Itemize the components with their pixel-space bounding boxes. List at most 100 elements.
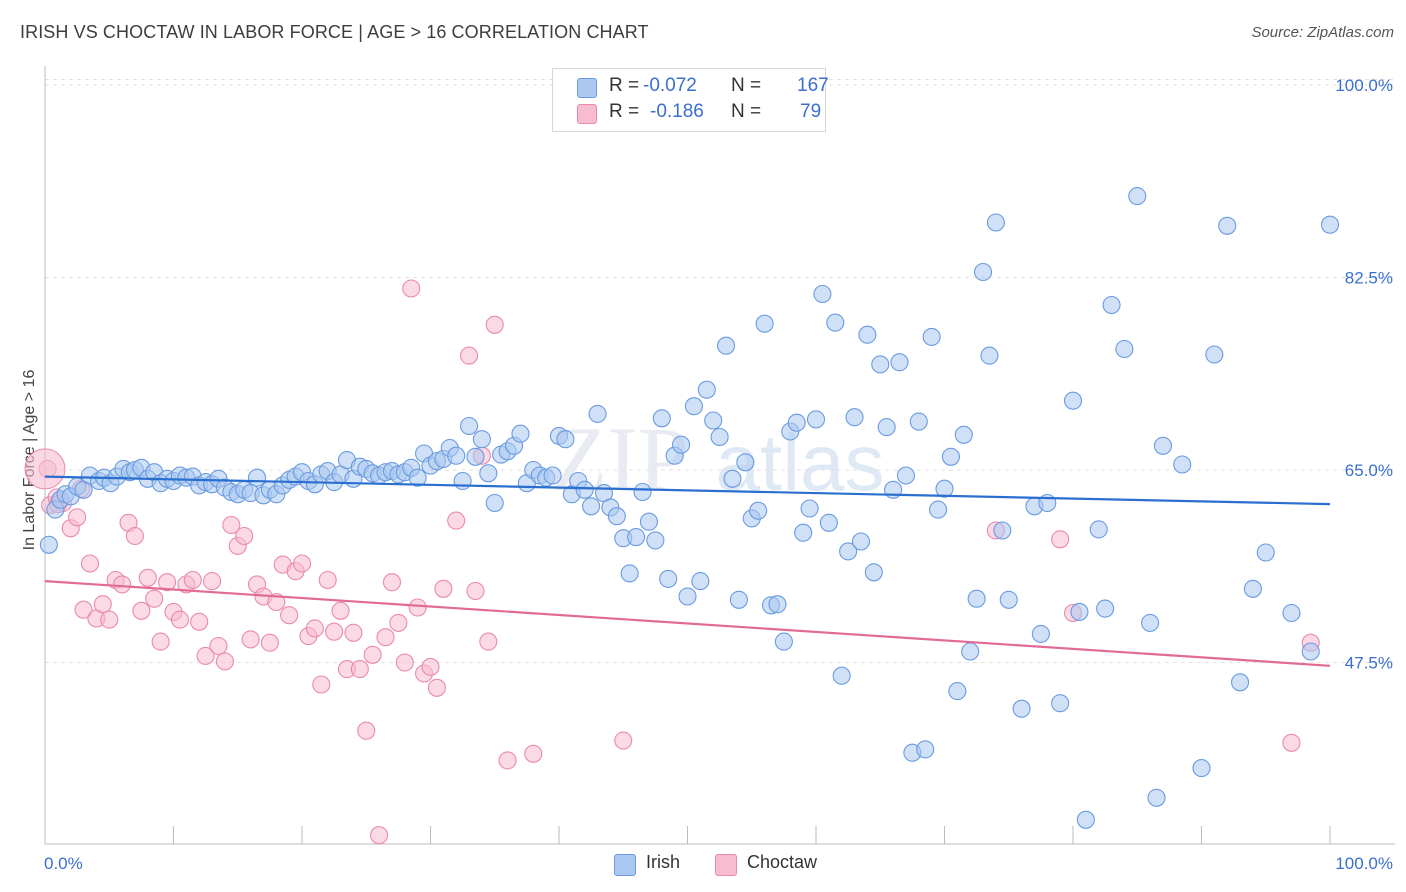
irish-point (800, 499, 819, 518)
irish-point (659, 569, 678, 588)
choctaw-point (459, 346, 479, 365)
legend-swatch-irish (577, 78, 597, 98)
bottom-swatch-irish (614, 854, 636, 876)
choctaw-point (190, 612, 209, 631)
irish-point (646, 531, 665, 550)
legend-n-label: N = (731, 75, 762, 96)
irish-point (1192, 759, 1211, 778)
choctaw-point (402, 279, 421, 298)
choctaw-point (305, 619, 324, 638)
irish-point (582, 497, 601, 516)
irish-point (633, 482, 652, 502)
choctaw-point (1282, 733, 1301, 752)
bottom-legend-label: Irish (646, 852, 681, 872)
choctaw-point (100, 610, 119, 629)
choctaw-point (524, 744, 543, 763)
irish-point (1031, 624, 1050, 643)
irish-point (1147, 788, 1166, 807)
irish-point (627, 528, 646, 547)
choctaw-point (331, 601, 350, 620)
irish-point (652, 409, 671, 428)
irish-point (999, 590, 1018, 609)
choctaw-point (292, 554, 312, 573)
choctaw-point (479, 632, 498, 651)
irish-point (1282, 603, 1301, 623)
trend-lines (44, 475, 1331, 667)
irish-point (466, 447, 485, 466)
choctaw-point (344, 623, 363, 642)
irish-point (485, 493, 504, 513)
irish-point (832, 666, 851, 685)
choctaw-point (408, 598, 427, 617)
y-tick-label: 47.5% (1345, 654, 1393, 673)
irish-point (929, 500, 948, 519)
choctaw-point (280, 606, 299, 625)
choctaw-point (363, 645, 382, 664)
choctaw-point (215, 652, 234, 671)
irish-point (1089, 520, 1108, 539)
choctaw-point (395, 653, 414, 672)
irish-point (839, 542, 858, 561)
irish-point (1051, 694, 1070, 713)
choctaw-point (1051, 530, 1070, 549)
irish-point (247, 468, 267, 487)
choctaw-point (145, 589, 164, 608)
irish-point (678, 587, 697, 606)
choctaw-point (325, 622, 344, 641)
irish-point (1320, 215, 1340, 234)
legend-r-value: -0.186 (650, 101, 704, 122)
irish-point (459, 416, 479, 436)
irish-point (1102, 295, 1121, 315)
irish-point (890, 353, 909, 372)
irish-point (1243, 579, 1262, 598)
irish-point (479, 464, 498, 483)
irish-point (691, 572, 710, 591)
irish-point (877, 418, 896, 437)
irish-point (851, 532, 871, 551)
irish-point (1115, 339, 1134, 359)
irish-point (806, 410, 826, 429)
choctaw-point (485, 315, 504, 334)
choctaw-point (434, 579, 453, 598)
choctaw-point (183, 570, 202, 590)
choctaw-point (203, 572, 222, 591)
irish-point (954, 425, 973, 444)
irish-point (1096, 599, 1115, 618)
choctaw-point (427, 678, 446, 697)
choctaw-point (466, 581, 485, 601)
irish-point (826, 313, 845, 332)
irish-point (794, 523, 813, 542)
choctaw-point (350, 660, 369, 679)
irish-point (967, 589, 986, 608)
irish-point (916, 740, 935, 759)
chart-title: IRISH VS CHOCTAW IN LABOR FORCE | AGE > … (20, 22, 649, 42)
x-tick-labels: 0.0% 100.0% (44, 854, 1393, 873)
legend-n-label: N = (731, 101, 762, 122)
choctaw-point (312, 675, 331, 694)
choctaw-point (68, 508, 87, 527)
choctaw-point (267, 592, 286, 612)
choctaw-point (241, 630, 260, 649)
choctaw-point (260, 633, 279, 652)
choctaw-point-large (24, 448, 66, 490)
choctaw-point (80, 554, 100, 573)
irish-point (620, 564, 639, 583)
irish-point (896, 466, 916, 485)
y-tick-label: 65.0% (1345, 461, 1393, 480)
irish-point (684, 397, 703, 416)
irish-point (980, 346, 999, 365)
irish-point (787, 413, 806, 432)
choctaw-point (132, 601, 151, 620)
irish-point (768, 595, 787, 614)
irish-point (736, 453, 755, 472)
irish-point (961, 642, 980, 661)
irish-point (1231, 673, 1250, 692)
choctaw-point (235, 526, 254, 546)
legend-r-value: -0.072 (643, 75, 697, 96)
irish-point (704, 411, 723, 430)
irish-point (639, 512, 659, 531)
irish-point (453, 471, 472, 491)
irish-point (1070, 602, 1089, 621)
choctaw-point (421, 657, 440, 676)
